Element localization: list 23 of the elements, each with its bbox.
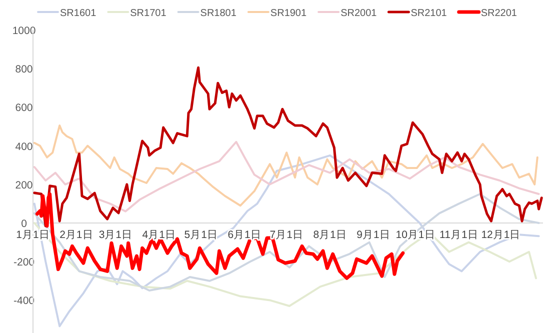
x-tick-label: 5月1日: [184, 228, 218, 241]
y-tick-label: 400: [15, 140, 33, 153]
legend-label: SR1601: [60, 8, 97, 19]
y-tick-label: 200: [15, 179, 33, 192]
x-tick-label: 11月1日: [440, 228, 478, 241]
x-tick-label: 4月1日: [142, 228, 176, 241]
legend-label: SR2201: [480, 8, 518, 19]
x-tick-label: 12月1日: [481, 228, 521, 241]
x-tick-label: 3月1日: [98, 228, 133, 241]
x-tick-label: 1月1日: [16, 228, 50, 241]
x-tick-label: 10月1日: [396, 228, 436, 241]
legend-label: SR2101: [410, 8, 448, 19]
x-tick-label: 9月1日: [356, 228, 390, 241]
y-tick-label: 800: [15, 64, 33, 76]
y-tick-label: 1000: [12, 25, 36, 37]
x-tick-label: 8月1日: [313, 228, 347, 241]
legend-label: SR1801: [200, 8, 237, 19]
y-tick-label: 600: [15, 102, 33, 114]
legend-label: SR2001: [340, 8, 378, 19]
y-tick-label: 0: [21, 218, 28, 230]
legend-label: SR1701: [130, 8, 167, 19]
x-tick-label: 2月1日: [60, 228, 94, 241]
legend-label: SR1901: [270, 8, 307, 19]
